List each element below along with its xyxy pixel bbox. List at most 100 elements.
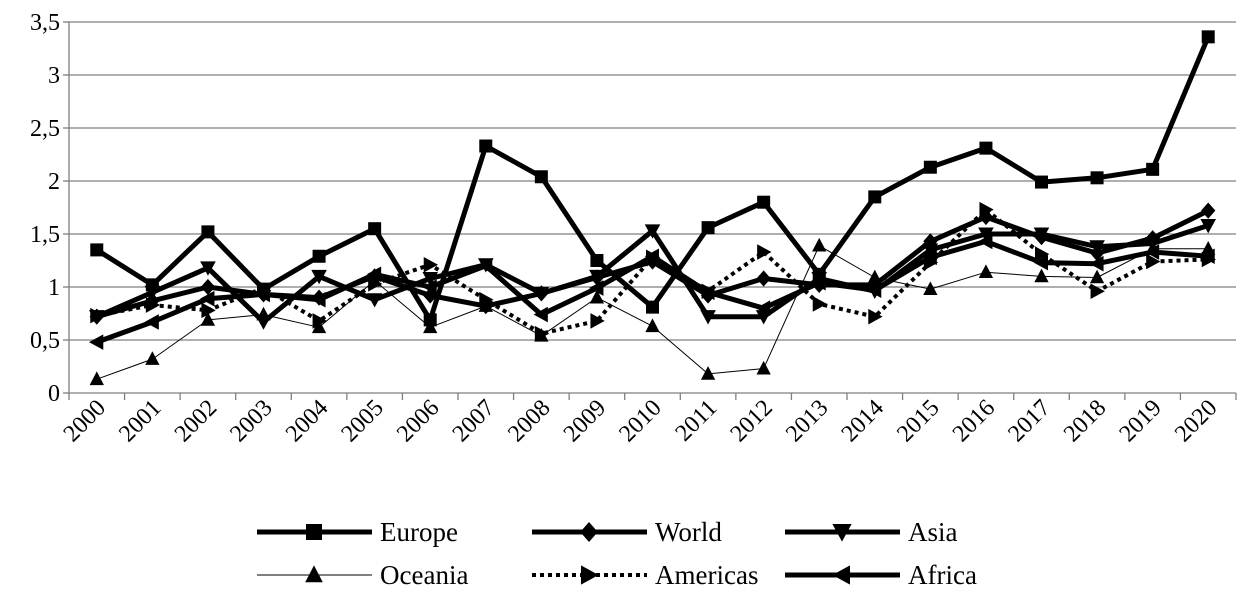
legend-item-europe: Europe [257,517,458,547]
data-point-oceania [923,281,938,295]
legend-marker-europe [306,524,322,540]
data-point-asia [1089,240,1105,255]
x-tick-label: 2012 [726,395,778,447]
data-point-americas [1146,253,1161,270]
data-point-africa [700,284,715,301]
x-tick-label: 2017 [1003,395,1055,447]
data-point-africa [866,282,882,298]
legend-item-africa: Africa [785,560,977,590]
data-point-americas [590,313,605,329]
data-point-europe [1090,171,1104,185]
data-point-europe [201,225,215,239]
x-tick-label: 2013 [781,395,833,447]
legend-label-europe: Europe [380,517,458,547]
data-point-europe [1146,162,1160,176]
data-point-americas [90,307,105,324]
legend-marker-world [580,522,598,542]
legend-label-world: World [655,517,722,547]
data-point-asia [1033,227,1050,242]
data-point-africa [144,314,159,330]
data-point-asia [200,261,216,276]
data-point-americas [812,296,828,312]
legend-label-oceania: Oceania [380,560,468,587]
series-africa [88,233,1215,350]
data-point-oceania [423,319,438,334]
data-point-world [200,278,216,296]
data-point-africa [533,306,548,323]
legend-marker-americas [581,565,599,585]
series-oceania [89,237,1216,386]
data-point-oceania [256,306,271,321]
data-point-europe [590,254,604,267]
data-point-americas [145,297,161,313]
data-point-oceania [311,319,327,334]
data-point-europe [979,141,993,155]
x-tick-label: 2007 [448,395,500,447]
legend-marker-africa [832,565,850,585]
data-point-americas [201,302,216,319]
data-point-europe [368,222,382,236]
data-point-africa [255,286,270,303]
data-point-oceania [478,298,493,312]
x-tick-label: 2006 [392,395,444,447]
x-tick-label: 2000 [59,395,111,447]
series-layer [88,30,1217,386]
data-point-world [423,287,438,304]
y-tick-label: 1,5 [30,222,60,248]
data-point-africa [1089,255,1104,272]
x-tick-label: 2016 [948,395,1000,447]
data-point-asia [589,269,605,285]
data-point-asia [422,272,439,287]
x-tick-label: 2014 [837,395,889,447]
data-point-africa [589,280,604,296]
x-tick-label: 2003 [225,395,277,447]
data-point-africa [978,233,993,250]
data-point-oceania [812,237,827,252]
data-point-oceania [145,351,160,365]
data-point-europe [534,170,548,184]
data-point-africa [422,279,437,295]
x-tick-label: 2011 [671,395,723,447]
x-tick-label: 2019 [1115,395,1167,447]
data-point-europe [923,160,937,174]
data-point-asia [1200,219,1217,234]
data-point-africa [311,291,326,308]
data-point-oceania [200,312,216,326]
axis-layer: 0 0,5 1 1,5 2 2,5 3 3,5 2000 2001 2002 2003 2004 2005… [30,10,1237,447]
legend-label-africa: Africa [908,560,977,587]
y-tick-label: 0 [48,381,60,407]
data-point-africa [477,258,493,274]
legend: Europe World Asia Oceania Americas Africa [257,517,977,590]
y-tick-label: 3,5 [30,10,60,36]
y-tick-label: 2,5 [30,116,60,142]
data-point-oceania [645,318,660,333]
x-tick-label: 2009 [559,395,611,447]
data-point-africa [1033,254,1048,271]
data-point-oceania [756,360,771,375]
data-point-asia [144,285,161,301]
data-point-asia [922,243,939,258]
data-point-americas [368,276,383,292]
data-point-oceania [589,289,605,304]
y-tick-label: 0,5 [30,328,60,354]
legend-item-asia: Asia [785,517,958,547]
legend-label-asia: Asia [908,517,958,547]
legend-item-americas: Americas [532,560,758,590]
data-point-oceania [978,264,994,279]
data-point-oceania [700,366,716,380]
data-point-africa [644,248,659,265]
data-point-world [756,270,771,287]
legend-marker-asia [832,524,852,542]
x-tick-label: 2001 [114,395,166,447]
data-point-europe [757,195,771,209]
data-point-europe [479,139,493,153]
x-tick-label: 2020 [1170,395,1222,447]
data-point-africa [1144,244,1160,260]
x-tick-label: 2015 [892,395,944,447]
data-point-africa [200,290,215,307]
legend-marker-oceania [305,565,323,583]
data-point-europe [1035,175,1048,189]
data-point-africa [755,300,771,316]
